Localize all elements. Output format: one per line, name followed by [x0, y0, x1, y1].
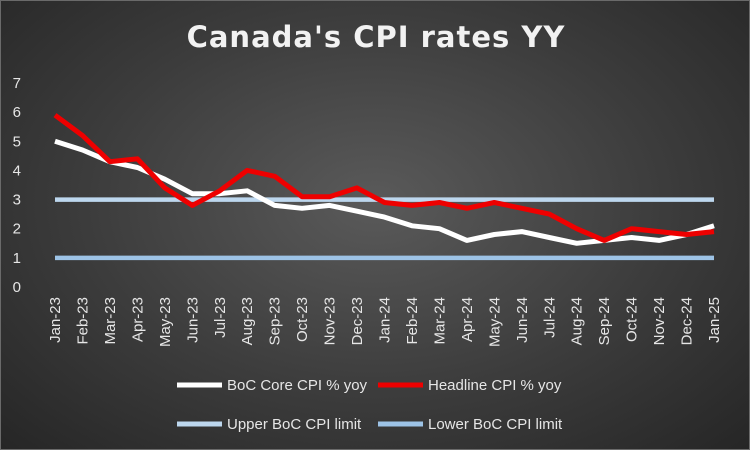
x-axis-ticks: Jan-23 Feb-23 Mar-23 Apr-23 May-23 Jun-23 Jul-… — [47, 297, 723, 347]
x-tick-label: Jun-24 — [514, 297, 531, 343]
x-tick-label: Feb-24 — [404, 297, 421, 345]
x-tick-label: Mar-23 — [102, 297, 119, 345]
x-tick-label: Nov-23 — [322, 297, 339, 345]
y-tick-label: 4 — [13, 162, 21, 179]
y-tick-label: 7 — [13, 75, 21, 92]
legend-label: BoC Core CPI % yoy — [227, 377, 368, 394]
x-tick-label: Apr-24 — [459, 297, 476, 342]
x-tick-label: Feb-23 — [74, 297, 91, 345]
x-tick-label: Jul-24 — [541, 297, 558, 338]
legend: BoC Core CPI % yoy Headline CPI % yoy Uppe… — [177, 377, 563, 433]
legend-label: Lower BoC CPI limit — [428, 416, 563, 433]
x-tick-label: Mar-24 — [431, 297, 448, 345]
x-tick-label: Jun-23 — [184, 297, 201, 343]
y-tick-label: 3 — [13, 192, 21, 209]
y-tick-label: 5 — [13, 133, 21, 150]
legend-label: Upper BoC CPI limit — [227, 416, 362, 433]
y-axis-ticks: 0 1 2 3 4 5 6 7 — [13, 75, 21, 296]
x-tick-label: Oct-24 — [624, 297, 641, 342]
y-tick-label: 0 — [13, 279, 21, 296]
x-tick-label: Dec-23 — [349, 297, 366, 345]
x-tick-label: Apr-23 — [129, 297, 146, 342]
x-tick-label: Jan-24 — [377, 297, 394, 343]
x-tick-label: Jul-23 — [212, 297, 229, 338]
x-tick-label: May-23 — [157, 297, 174, 347]
x-tick-label: Oct-23 — [294, 297, 311, 342]
x-tick-label: Sep-23 — [267, 297, 284, 345]
x-tick-label: Aug-24 — [569, 297, 586, 345]
y-tick-label: 2 — [13, 221, 21, 238]
chart-title: Canada's CPI rates YY — [187, 20, 566, 54]
x-tick-label: Jan-25 — [706, 297, 723, 343]
x-tick-label: Jan-23 — [47, 297, 64, 343]
y-tick-label: 1 — [13, 250, 21, 267]
series-line-1 — [53, 113, 715, 243]
series-line-0 — [54, 138, 715, 246]
x-tick-label: Aug-23 — [239, 297, 256, 345]
legend-label: Headline CPI % yoy — [428, 377, 562, 394]
x-tick-label: Sep-24 — [596, 297, 613, 345]
x-tick-label: Dec-24 — [679, 297, 696, 345]
y-tick-label: 6 — [13, 104, 21, 121]
series-lines — [53, 113, 715, 261]
x-tick-label: May-24 — [486, 297, 503, 347]
x-tick-label: Nov-24 — [651, 297, 668, 345]
